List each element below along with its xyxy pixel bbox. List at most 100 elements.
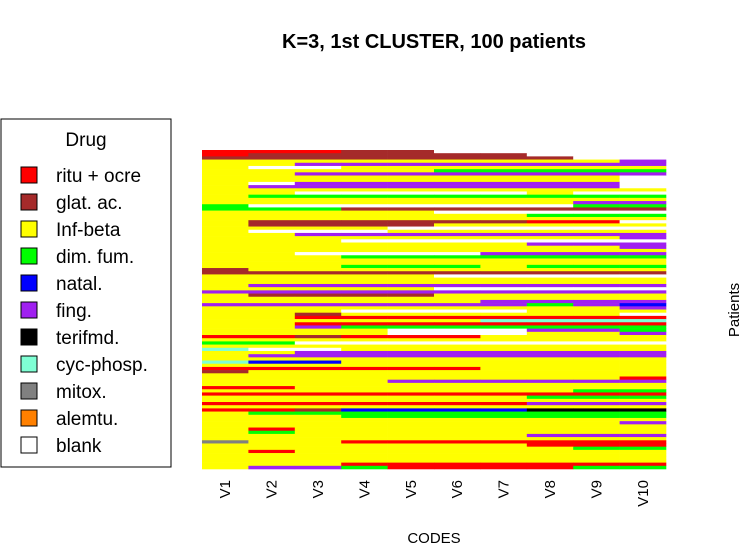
heatmap-cell <box>248 424 296 428</box>
heatmap-cell <box>526 283 574 288</box>
heatmap-cell <box>526 408 574 412</box>
heatmap-cell <box>480 283 528 288</box>
heatmap-cell <box>619 456 667 460</box>
heatmap-cell <box>573 453 620 457</box>
heatmap-cell <box>387 242 435 246</box>
heatmap-cell <box>248 261 296 266</box>
heatmap-cell <box>248 258 296 262</box>
heatmap-cell <box>619 421 667 425</box>
heatmap-cell <box>526 370 574 374</box>
heatmap-cell <box>294 287 342 291</box>
heatmap-cell <box>387 446 435 451</box>
heatmap-cell <box>341 328 388 333</box>
heatmap-cell <box>248 315 296 320</box>
heatmap-cell <box>387 150 435 154</box>
heatmap-cell <box>341 283 388 288</box>
heatmap-cell <box>619 252 667 256</box>
heatmap-cell <box>248 293 296 298</box>
heatmap-cell <box>619 303 667 307</box>
heatmap-cell <box>619 370 667 374</box>
heatmap-cell <box>294 153 342 157</box>
heatmap-cell <box>434 204 481 208</box>
heatmap-cell <box>480 398 528 403</box>
heatmap-cell <box>341 443 388 447</box>
heatmap-cell <box>202 188 249 192</box>
heatmap-cell <box>387 430 435 435</box>
heatmap-cell <box>526 204 574 208</box>
heatmap-cell <box>387 261 435 266</box>
heatmap-cell <box>526 331 574 336</box>
heatmap-cell <box>387 271 435 275</box>
heatmap-cell <box>294 261 342 266</box>
heatmap-cell <box>434 427 481 432</box>
heatmap-cell <box>294 331 342 336</box>
heatmap-cell <box>619 417 667 422</box>
heatmap-cell <box>341 210 388 215</box>
heatmap-cell <box>387 370 435 374</box>
heatmap-cell <box>434 191 481 195</box>
heatmap-cell <box>526 239 574 243</box>
heatmap-cell <box>294 220 342 224</box>
heatmap-cell <box>573 153 620 157</box>
heatmap-cell <box>248 421 296 425</box>
legend-items: ritu + ocre glat. ac. Inf-beta dim. fum. nat… <box>20 166 148 457</box>
legend-swatch <box>20 301 38 319</box>
heatmap-cell <box>294 335 342 339</box>
heatmap-cell <box>387 328 435 333</box>
heatmap-cell <box>526 335 574 339</box>
heatmap-cell <box>526 274 574 278</box>
legend-label: dim. fum. <box>56 247 134 268</box>
heatmap-cell <box>526 433 574 438</box>
heatmap-cell <box>341 303 388 307</box>
heatmap-cell <box>619 335 667 339</box>
heatmap-cell <box>480 239 528 243</box>
heatmap-cell <box>526 188 574 192</box>
heatmap-cell <box>202 373 249 377</box>
heatmap-cell <box>248 283 296 288</box>
heatmap-cell <box>480 268 528 272</box>
heatmap-cell <box>573 248 620 253</box>
heatmap-cell <box>619 156 667 160</box>
heatmap-cell <box>434 459 481 463</box>
heatmap-cell <box>573 430 620 435</box>
heatmap-cell <box>387 459 435 463</box>
heatmap-cell <box>387 465 435 470</box>
heatmap-cell <box>573 389 620 393</box>
heatmap-cell <box>573 456 620 460</box>
heatmap-cell <box>434 229 481 234</box>
heatmap-cell <box>341 430 388 435</box>
heatmap-cell <box>202 178 249 183</box>
heatmap-cell <box>526 290 574 294</box>
heatmap-cell <box>387 296 435 301</box>
heatmap-cell <box>526 248 574 253</box>
heatmap-cell <box>434 306 481 310</box>
heatmap-cell <box>202 386 249 390</box>
heatmap-cell <box>526 338 574 342</box>
heatmap-cell <box>248 271 296 275</box>
heatmap-cell <box>619 395 667 400</box>
heatmap-cell <box>202 277 249 282</box>
heatmap-cell <box>573 341 620 345</box>
heatmap-cell <box>573 411 620 416</box>
heatmap-cell <box>387 437 435 441</box>
heatmap-cell <box>526 264 574 269</box>
heatmap-cell <box>434 271 481 275</box>
heatmap-cell <box>480 382 528 387</box>
heatmap-cell <box>202 402 249 406</box>
heatmap-cell <box>434 395 481 400</box>
heatmap-cell <box>480 366 528 371</box>
heatmap-cell <box>480 427 528 432</box>
heatmap-cell <box>619 424 667 428</box>
heatmap-cell <box>573 245 620 250</box>
heatmap-cell <box>480 169 528 173</box>
heatmap-cell <box>619 319 667 323</box>
heatmap-cell <box>619 360 667 365</box>
heatmap-cell <box>619 306 667 310</box>
heatmap-cell <box>573 271 620 275</box>
heatmap-cell <box>341 424 388 428</box>
heatmap-cell <box>202 274 249 278</box>
heatmap-cell <box>434 408 481 412</box>
heatmap-cell <box>526 379 574 384</box>
heatmap-cell <box>248 213 296 218</box>
heatmap-cell <box>434 344 481 349</box>
